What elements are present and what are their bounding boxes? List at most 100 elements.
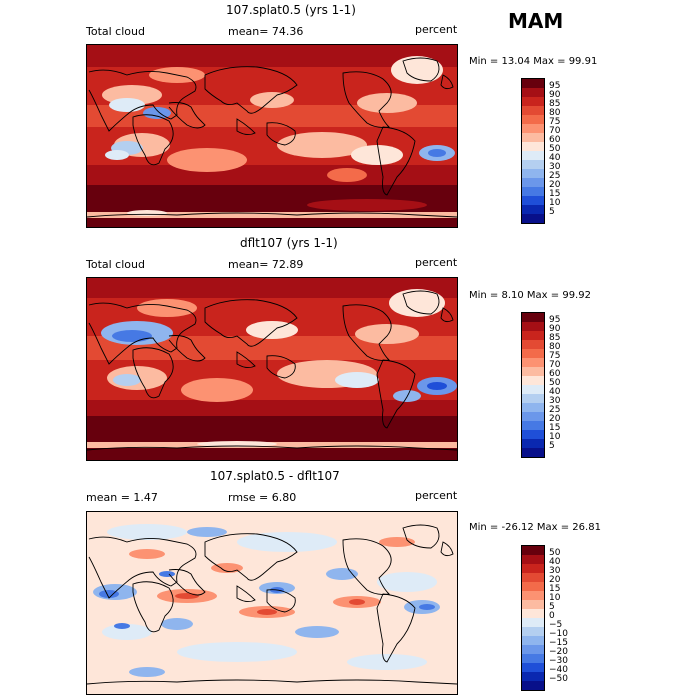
colorbar-swatch bbox=[522, 187, 544, 196]
colorbar-tick-label: 90 bbox=[549, 90, 561, 100]
colorbar-tick-label: 85 bbox=[549, 99, 561, 109]
colorbar-tick-label: 75 bbox=[549, 351, 561, 361]
colorbar-tick-label: −50 bbox=[549, 674, 568, 684]
colorbar-swatch bbox=[522, 546, 544, 555]
colorbar-swatch bbox=[522, 394, 544, 403]
colorbar-swatch bbox=[522, 448, 544, 457]
colorbar-tick-label: 15 bbox=[549, 584, 561, 594]
colorbar-swatch bbox=[522, 88, 544, 97]
colorbar-tick-label: −15 bbox=[549, 638, 568, 648]
colorbar-swatch bbox=[522, 439, 544, 448]
panel-1-variable-label: Total cloud bbox=[86, 25, 145, 38]
colorbar-tick-label: −10 bbox=[549, 629, 568, 639]
colorbar-tick-label: 40 bbox=[549, 387, 561, 397]
colorbar-tick-label: 70 bbox=[549, 126, 561, 136]
season-label: MAM bbox=[508, 9, 564, 33]
panel-2-title: dflt107 (yrs 1-1) bbox=[240, 236, 338, 250]
colorbar-swatch bbox=[522, 636, 544, 645]
colorbar-tick-label: 5 bbox=[549, 207, 555, 217]
colorbar-tick-label: 15 bbox=[549, 189, 561, 199]
panel-3-mean-label: mean = 1.47 bbox=[86, 491, 158, 504]
colorbar-tick-label: 50 bbox=[549, 378, 561, 388]
colorbar-tick-label: 70 bbox=[549, 360, 561, 370]
panel-1-colorbar bbox=[521, 78, 545, 224]
panel-1-title: 107.splat0.5 (yrs 1-1) bbox=[226, 3, 356, 17]
colorbar-swatch bbox=[522, 627, 544, 636]
colorbar-tick-label: 40 bbox=[549, 557, 561, 567]
panel-1-map-svg bbox=[87, 45, 457, 227]
colorbar-tick-label: 40 bbox=[549, 153, 561, 163]
colorbar-tick-label: 25 bbox=[549, 171, 561, 181]
colorbar-swatch bbox=[522, 106, 544, 115]
colorbar-tick-label: −5 bbox=[549, 620, 563, 630]
colorbar-swatch bbox=[522, 142, 544, 151]
panel-1-map bbox=[86, 44, 458, 228]
colorbar-swatch bbox=[522, 151, 544, 160]
colorbar-tick-label: 15 bbox=[549, 423, 561, 433]
colorbar-swatch bbox=[522, 340, 544, 349]
colorbar-swatch bbox=[522, 214, 544, 223]
colorbar-swatch bbox=[522, 115, 544, 124]
colorbar-swatch bbox=[522, 582, 544, 591]
colorbar-swatch bbox=[522, 412, 544, 421]
colorbar-tick-label: 30 bbox=[549, 566, 561, 576]
colorbar-swatch bbox=[522, 178, 544, 187]
colorbar-tick-label: 20 bbox=[549, 414, 561, 424]
colorbar-swatch bbox=[522, 331, 544, 340]
colorbar-swatch bbox=[522, 430, 544, 439]
panel-2-map-svg bbox=[87, 278, 457, 460]
panel-3-map bbox=[86, 511, 458, 695]
panel-3-title: 107.splat0.5 - dflt107 bbox=[210, 469, 340, 483]
colorbar-swatch bbox=[522, 555, 544, 564]
colorbar-tick-label: 30 bbox=[549, 396, 561, 406]
colorbar-tick-label: 0 bbox=[549, 611, 555, 621]
colorbar-swatch bbox=[522, 169, 544, 178]
colorbar-swatch bbox=[522, 313, 544, 322]
panel-3-units-label: percent bbox=[415, 489, 458, 502]
colorbar-tick-label: 60 bbox=[549, 135, 561, 145]
colorbar-swatch bbox=[522, 79, 544, 88]
colorbar-swatch bbox=[522, 654, 544, 663]
colorbar-tick-label: 60 bbox=[549, 369, 561, 379]
colorbar-tick-label: 80 bbox=[549, 108, 561, 118]
colorbar-tick-label: 85 bbox=[549, 333, 561, 343]
panel-2-variable-label: Total cloud bbox=[86, 258, 145, 271]
colorbar-swatch bbox=[522, 672, 544, 681]
colorbar-swatch bbox=[522, 591, 544, 600]
panel-2-units-label: percent bbox=[415, 256, 458, 269]
panel-2-minmax: Min = 8.10 Max = 99.92 bbox=[469, 290, 591, 301]
colorbar-swatch bbox=[522, 385, 544, 394]
colorbar-swatch bbox=[522, 573, 544, 582]
colorbar-swatch bbox=[522, 376, 544, 385]
panel-3-colorbar bbox=[521, 545, 545, 691]
colorbar-swatch bbox=[522, 681, 544, 690]
colorbar-swatch bbox=[522, 403, 544, 412]
colorbar-tick-label: 5 bbox=[549, 441, 555, 451]
colorbar-tick-label: 10 bbox=[549, 198, 561, 208]
colorbar-swatch bbox=[522, 421, 544, 430]
panel-1-units-label: percent bbox=[415, 23, 458, 36]
colorbar-tick-label: 90 bbox=[549, 324, 561, 334]
colorbar-swatch bbox=[522, 322, 544, 331]
colorbar-tick-label: 75 bbox=[549, 117, 561, 127]
colorbar-tick-label: 20 bbox=[549, 575, 561, 585]
panel-3-map-svg bbox=[87, 512, 457, 694]
panel-2-mean-label: mean= 72.89 bbox=[228, 258, 304, 271]
colorbar-tick-label: 10 bbox=[549, 593, 561, 603]
panel-1-minmax: Min = 13.04 Max = 99.91 bbox=[469, 56, 598, 67]
colorbar-tick-label: −30 bbox=[549, 656, 568, 666]
colorbar-tick-label: −20 bbox=[549, 647, 568, 657]
colorbar-swatch bbox=[522, 609, 544, 618]
colorbar-swatch bbox=[522, 124, 544, 133]
colorbar-tick-label: 25 bbox=[549, 405, 561, 415]
colorbar-swatch bbox=[522, 367, 544, 376]
colorbar-swatch bbox=[522, 205, 544, 214]
colorbar-tick-label: 95 bbox=[549, 315, 561, 325]
colorbar-swatch bbox=[522, 645, 544, 654]
colorbar-swatch bbox=[522, 349, 544, 358]
colorbar-tick-label: 95 bbox=[549, 81, 561, 91]
colorbar-swatch bbox=[522, 600, 544, 609]
colorbar-swatch bbox=[522, 564, 544, 573]
colorbar-tick-label: 5 bbox=[549, 602, 555, 612]
